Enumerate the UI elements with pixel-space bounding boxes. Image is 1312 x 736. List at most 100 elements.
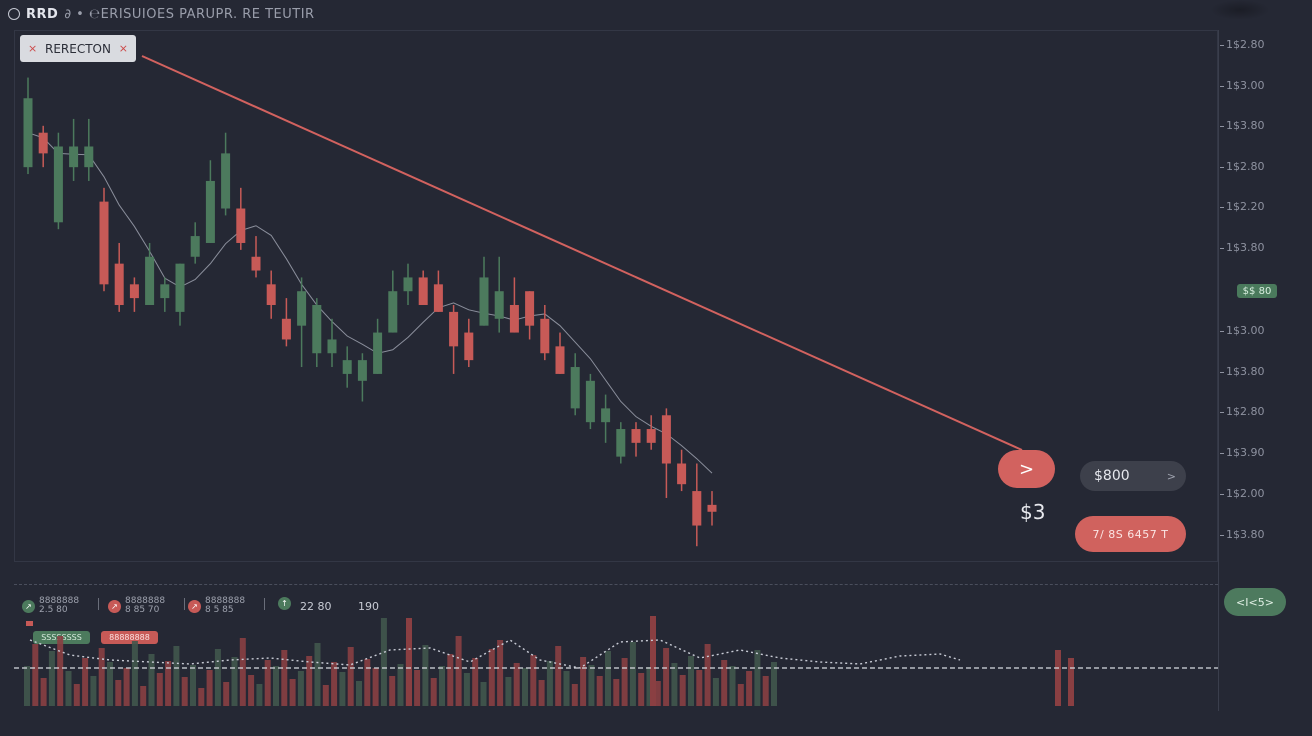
go-button[interactable]: > bbox=[998, 450, 1055, 488]
volume-bar bbox=[480, 682, 487, 706]
candle-body[interactable] bbox=[327, 339, 337, 354]
candle-body[interactable] bbox=[114, 263, 124, 305]
red-chip[interactable]: 88888888 bbox=[101, 631, 158, 644]
volume-bar bbox=[754, 650, 761, 706]
candle-body[interactable] bbox=[479, 277, 489, 326]
candle-body[interactable] bbox=[266, 284, 276, 305]
candle-body[interactable] bbox=[129, 284, 139, 299]
candle-body[interactable] bbox=[403, 277, 413, 292]
volume-bar bbox=[356, 681, 362, 706]
candle-body[interactable] bbox=[342, 360, 352, 374]
trend-line[interactable] bbox=[141, 55, 1023, 451]
candle-body[interactable] bbox=[555, 346, 565, 374]
volume-bar bbox=[1055, 650, 1061, 706]
volume-bar bbox=[24, 666, 30, 706]
candle-body[interactable] bbox=[570, 367, 580, 409]
indicator-3[interactable]: ↗ 8888888 8 5 85 bbox=[188, 597, 245, 615]
volume-bar bbox=[488, 649, 495, 706]
clock-icon[interactable] bbox=[8, 8, 20, 20]
candle-body[interactable] bbox=[661, 415, 671, 464]
candle-body[interactable] bbox=[601, 408, 611, 423]
pin-icon[interactable]: ⨯ bbox=[118, 42, 128, 55]
price-scale-label: 1$2.80 bbox=[1220, 405, 1286, 418]
price-input[interactable]: $800 > bbox=[1080, 461, 1186, 491]
candle-body[interactable] bbox=[281, 318, 291, 340]
candle-body[interactable] bbox=[388, 291, 398, 333]
candle-body[interactable] bbox=[297, 291, 307, 326]
candle-body[interactable] bbox=[585, 380, 595, 423]
indicator-2[interactable]: ↗ 8888888 8 85 70 bbox=[108, 597, 165, 615]
volume-bar bbox=[57, 636, 64, 706]
volume-bar bbox=[513, 663, 520, 706]
volume-bar bbox=[555, 646, 562, 706]
candle-body[interactable] bbox=[707, 504, 717, 512]
indicator-4[interactable]: ↑ bbox=[278, 597, 291, 610]
volume-bar bbox=[455, 636, 462, 706]
candle-body[interactable] bbox=[175, 263, 185, 312]
candle-body[interactable] bbox=[221, 153, 231, 209]
volume-bar bbox=[256, 684, 263, 706]
candle-body[interactable] bbox=[251, 256, 261, 271]
candle-body[interactable] bbox=[236, 208, 246, 243]
volume-bar bbox=[721, 660, 728, 706]
symbol-label[interactable]: RRD bbox=[26, 6, 59, 22]
candle-body[interactable] bbox=[373, 332, 383, 374]
volume-panel[interactable] bbox=[14, 585, 1219, 711]
candle-body[interactable] bbox=[616, 429, 626, 457]
candle-body[interactable] bbox=[53, 146, 63, 223]
candle-body[interactable] bbox=[205, 180, 215, 243]
volume-bar bbox=[530, 655, 537, 706]
volume-bar bbox=[322, 685, 329, 706]
candle-body[interactable] bbox=[357, 360, 367, 381]
candle-body[interactable] bbox=[540, 318, 550, 354]
volume-bar bbox=[580, 657, 587, 706]
volume-bar bbox=[596, 676, 603, 706]
indicator-1[interactable]: ↗ 8888888 2.5 80 bbox=[22, 597, 79, 615]
candle-body[interactable] bbox=[433, 284, 443, 312]
volume-bar bbox=[414, 670, 421, 706]
volume-bar bbox=[447, 654, 454, 706]
candle-body[interactable] bbox=[190, 236, 200, 257]
candle-body[interactable] bbox=[646, 429, 656, 443]
candle-body[interactable] bbox=[145, 256, 155, 305]
chevron-right-icon[interactable]: > bbox=[1166, 469, 1176, 483]
volume-bar bbox=[621, 658, 628, 706]
indicator-line2: 8 5 85 bbox=[205, 605, 234, 615]
candle-body[interactable] bbox=[23, 98, 33, 168]
candle-body[interactable] bbox=[312, 305, 322, 354]
volume-bar bbox=[654, 681, 661, 706]
indicator-line1: 8888888 bbox=[39, 596, 80, 606]
candle-body[interactable] bbox=[69, 146, 79, 168]
close-icon[interactable]: × bbox=[28, 42, 38, 55]
candle-body[interactable] bbox=[494, 291, 504, 319]
order-button[interactable]: 7/ 8S 6457 T bbox=[1075, 516, 1186, 552]
volume-bar bbox=[73, 684, 80, 706]
candle-body[interactable] bbox=[631, 429, 641, 443]
volume-bar bbox=[231, 657, 238, 706]
chevron-right-icon: > bbox=[1018, 458, 1035, 480]
candle-body[interactable] bbox=[38, 132, 48, 154]
volume-bar bbox=[430, 678, 437, 706]
candle-body[interactable] bbox=[677, 463, 687, 485]
candle-body[interactable] bbox=[160, 284, 170, 299]
candle-body[interactable] bbox=[84, 146, 94, 168]
indicator-separator bbox=[184, 598, 185, 610]
volume-bar bbox=[397, 664, 404, 706]
drawing-tag[interactable]: × RERECTON ⨯ bbox=[20, 35, 136, 62]
candle-body[interactable] bbox=[692, 491, 702, 526]
candle-body[interactable] bbox=[525, 291, 535, 326]
indicator-value: 22 80 bbox=[300, 600, 332, 613]
candle-body[interactable] bbox=[99, 201, 109, 285]
side-chip-button[interactable]: <I<5> bbox=[1224, 588, 1286, 616]
price-chart[interactable] bbox=[14, 30, 1218, 562]
volume-bar bbox=[264, 660, 271, 706]
volume-bar bbox=[522, 668, 528, 706]
indicator-line2: 2.5 80 bbox=[39, 605, 68, 615]
candle-body[interactable] bbox=[449, 311, 459, 347]
candle-body[interactable] bbox=[418, 277, 428, 305]
candle-body[interactable] bbox=[464, 332, 474, 361]
candle-body[interactable] bbox=[509, 305, 519, 333]
volume-bar bbox=[181, 677, 188, 706]
volume-bar bbox=[347, 647, 354, 706]
